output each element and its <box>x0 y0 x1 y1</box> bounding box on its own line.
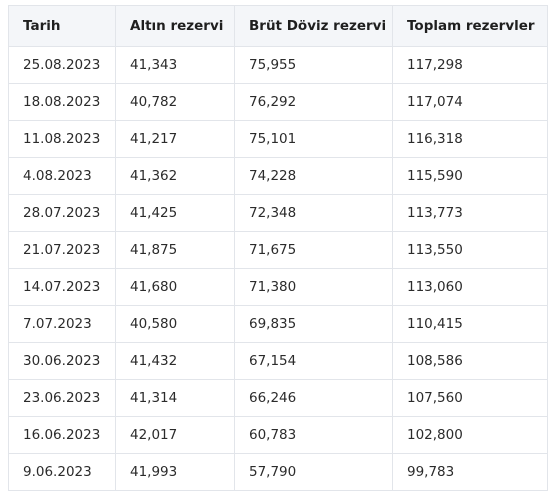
cell-total-reserves: 115,590 <box>392 157 548 195</box>
cell-gross-fx-reserve: 72,348 <box>234 194 393 232</box>
cell-gold-reserve: 40,580 <box>115 305 235 343</box>
cell-date: 7.07.2023 <box>8 305 116 343</box>
reserves-table: Tarih Altın rezervi Brüt Döviz rezervi T… <box>8 5 548 491</box>
cell-total-reserves: 113,550 <box>392 231 548 269</box>
cell-gross-fx-reserve: 67,154 <box>234 342 393 380</box>
cell-total-reserves: 110,415 <box>392 305 548 343</box>
cell-gold-reserve: 40,782 <box>115 83 235 121</box>
cell-total-reserves: 113,060 <box>392 268 548 306</box>
cell-gross-fx-reserve: 75,101 <box>234 120 393 158</box>
cell-date: 23.06.2023 <box>8 379 116 417</box>
cell-gross-fx-reserve: 76,292 <box>234 83 393 121</box>
cell-gross-fx-reserve: 57,790 <box>234 453 393 491</box>
table-row: 14.07.2023 41,680 71,380 113,060 <box>8 268 548 306</box>
cell-gold-reserve: 41,314 <box>115 379 235 417</box>
cell-total-reserves: 99,783 <box>392 453 548 491</box>
cell-total-reserves: 102,800 <box>392 416 548 454</box>
cell-gold-reserve: 41,425 <box>115 194 235 232</box>
cell-total-reserves: 116,318 <box>392 120 548 158</box>
cell-date: 21.07.2023 <box>8 231 116 269</box>
cell-date: 30.06.2023 <box>8 342 116 380</box>
cell-gold-reserve: 41,432 <box>115 342 235 380</box>
reserves-table-container: Tarih Altın rezervi Brüt Döviz rezervi T… <box>8 5 548 491</box>
table-row: 9.06.2023 41,993 57,790 99,783 <box>8 453 548 491</box>
cell-gross-fx-reserve: 69,835 <box>234 305 393 343</box>
table-row: 4.08.2023 41,362 74,228 115,590 <box>8 157 548 195</box>
cell-gross-fx-reserve: 71,380 <box>234 268 393 306</box>
cell-date: 14.07.2023 <box>8 268 116 306</box>
header-row: Tarih Altın rezervi Brüt Döviz rezervi T… <box>8 5 548 47</box>
cell-gross-fx-reserve: 66,246 <box>234 379 393 417</box>
cell-total-reserves: 113,773 <box>392 194 548 232</box>
table-row: 21.07.2023 41,875 71,675 113,550 <box>8 231 548 269</box>
cell-total-reserves: 117,074 <box>392 83 548 121</box>
cell-date: 11.08.2023 <box>8 120 116 158</box>
cell-date: 25.08.2023 <box>8 46 116 84</box>
cell-total-reserves: 117,298 <box>392 46 548 84</box>
table-header: Tarih Altın rezervi Brüt Döviz rezervi T… <box>8 5 548 47</box>
header-gold-reserve: Altın rezervi <box>115 5 235 47</box>
table-row: 18.08.2023 40,782 76,292 117,074 <box>8 83 548 121</box>
table-row: 7.07.2023 40,580 69,835 110,415 <box>8 305 548 343</box>
cell-gold-reserve: 41,343 <box>115 46 235 84</box>
cell-total-reserves: 108,586 <box>392 342 548 380</box>
cell-gross-fx-reserve: 60,783 <box>234 416 393 454</box>
cell-date: 16.06.2023 <box>8 416 116 454</box>
table-row: 28.07.2023 41,425 72,348 113,773 <box>8 194 548 232</box>
cell-gold-reserve: 42,017 <box>115 416 235 454</box>
table-row: 25.08.2023 41,343 75,955 117,298 <box>8 46 548 84</box>
cell-gross-fx-reserve: 71,675 <box>234 231 393 269</box>
cell-gold-reserve: 41,217 <box>115 120 235 158</box>
cell-date: 9.06.2023 <box>8 453 116 491</box>
table-body: 25.08.2023 41,343 75,955 117,298 18.08.2023 4… <box>8 46 548 491</box>
table-row: 11.08.2023 41,217 75,101 116,318 <box>8 120 548 158</box>
cell-date: 28.07.2023 <box>8 194 116 232</box>
header-date: Tarih <box>8 5 116 47</box>
cell-gold-reserve: 41,362 <box>115 157 235 195</box>
table-row: 23.06.2023 41,314 66,246 107,560 <box>8 379 548 417</box>
cell-date: 4.08.2023 <box>8 157 116 195</box>
cell-gold-reserve: 41,875 <box>115 231 235 269</box>
table-row: 16.06.2023 42,017 60,783 102,800 <box>8 416 548 454</box>
cell-total-reserves: 107,560 <box>392 379 548 417</box>
cell-gold-reserve: 41,993 <box>115 453 235 491</box>
cell-gold-reserve: 41,680 <box>115 268 235 306</box>
table-row: 30.06.2023 41,432 67,154 108,586 <box>8 342 548 380</box>
header-total-reserves: Toplam rezervler <box>392 5 548 47</box>
cell-gross-fx-reserve: 75,955 <box>234 46 393 84</box>
cell-gross-fx-reserve: 74,228 <box>234 157 393 195</box>
header-gross-fx-reserve: Brüt Döviz rezervi <box>234 5 393 47</box>
cell-date: 18.08.2023 <box>8 83 116 121</box>
